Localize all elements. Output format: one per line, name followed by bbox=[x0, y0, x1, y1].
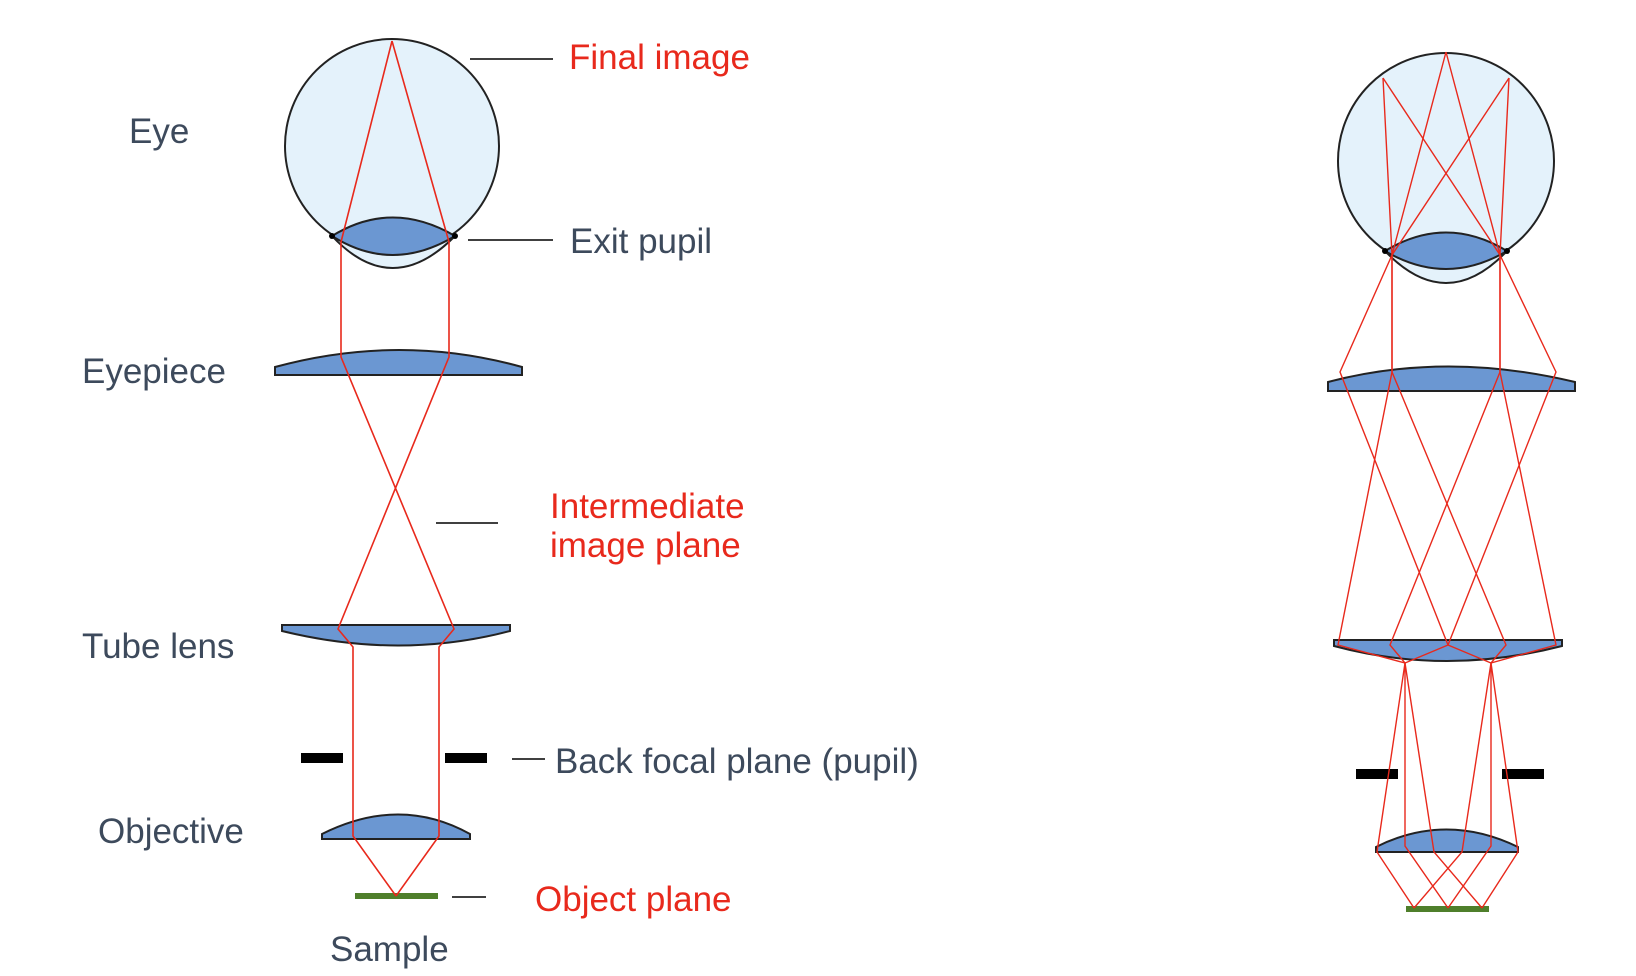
exit-pupil-dot-right bbox=[452, 233, 458, 239]
ray-paths-right bbox=[1337, 51, 1557, 909]
aperture-stop-left bbox=[301, 753, 343, 763]
sample-label: Sample bbox=[330, 930, 449, 969]
exit-pupil-dot-left bbox=[329, 233, 335, 239]
back-focal-plane-label: Back focal plane (pupil) bbox=[555, 742, 919, 781]
objective-label: Objective bbox=[98, 812, 244, 851]
aperture-stop-left-right bbox=[1356, 769, 1398, 779]
eye-label: Eye bbox=[129, 112, 190, 151]
aperture-stop-right bbox=[445, 753, 487, 763]
objective-lens-right bbox=[1375, 828, 1519, 853]
exit-pupil-label: Exit pupil bbox=[570, 222, 713, 261]
tube-lens-label: Tube lens bbox=[82, 627, 235, 666]
intermediate-image-label-line2: image plane bbox=[550, 526, 741, 565]
final-image-label: Final image bbox=[569, 38, 750, 77]
aperture-stop-right-right bbox=[1502, 769, 1544, 779]
intermediate-image-label-line1: Intermediate bbox=[550, 487, 745, 526]
sample-bar-right bbox=[1406, 906, 1489, 912]
object-plane-label: Object plane bbox=[535, 880, 732, 919]
right-diagram bbox=[1327, 51, 1576, 912]
eyepiece-lens bbox=[274, 349, 523, 376]
exit-pupil-dot-right-right bbox=[1504, 248, 1510, 254]
eyepiece-lens-right bbox=[1327, 365, 1576, 392]
exit-pupil-dot-left-right bbox=[1382, 248, 1388, 254]
objective-lens bbox=[321, 813, 471, 840]
left-diagram bbox=[274, 38, 553, 899]
eyepiece-label: Eyepiece bbox=[82, 352, 226, 391]
leader-lines bbox=[436, 58, 553, 898]
tube-lens bbox=[281, 624, 511, 647]
ray-path bbox=[337, 40, 455, 897]
